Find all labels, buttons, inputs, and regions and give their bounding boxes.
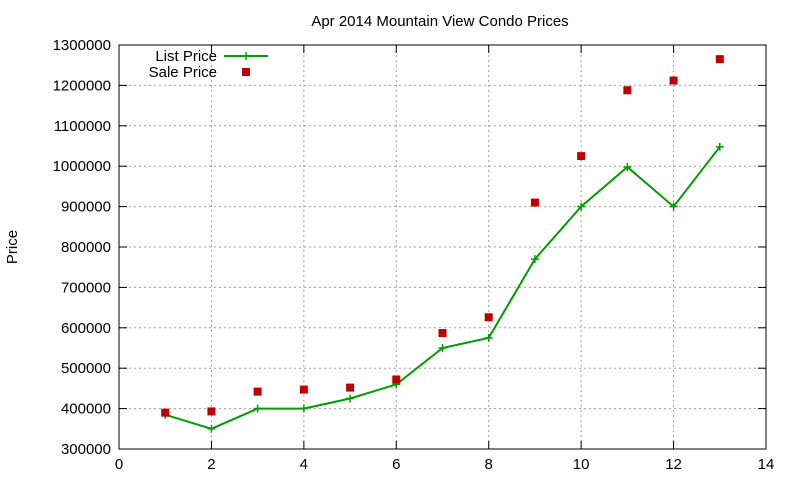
y-axis-label: Price: [4, 230, 21, 264]
legend-label-sale-price: Sale Price: [149, 64, 217, 81]
series-layer: [161, 55, 724, 433]
x-tick-label: 2: [207, 456, 215, 473]
list-price-point: [299, 404, 308, 413]
sale-price-point: [623, 86, 632, 95]
list-price-point: [207, 424, 216, 433]
list-price-point: [623, 163, 632, 172]
series-line-list-price: [164, 146, 721, 430]
sale-price-point: [669, 76, 678, 85]
list-price-point: [715, 142, 724, 151]
x-tick-label: 0: [115, 456, 123, 473]
x-tick-label: 14: [758, 456, 775, 473]
plot-frame: [118, 44, 767, 450]
list-price-point: [669, 202, 678, 211]
sale-price-point: [299, 385, 308, 394]
sale-price-point: [484, 313, 493, 322]
sale-price-point: [161, 408, 170, 417]
y-tick-label: 1000000: [53, 158, 111, 175]
chart-title: Apr 2014 Mountain View Condo Prices: [311, 13, 568, 30]
y-tick-label: 1100000: [54, 118, 111, 135]
y-tick-label: 800000: [61, 239, 111, 256]
list-price-point: [346, 394, 355, 403]
sale-price-point: [438, 329, 447, 338]
sale-price-point: [577, 152, 586, 161]
y-tick-label: 600000: [61, 320, 111, 337]
list-price-point: [530, 255, 539, 264]
sale-price-point: [715, 55, 724, 64]
list-price-point: [438, 344, 447, 352]
sale-price-point: [530, 198, 539, 207]
x-tick-label: 4: [300, 456, 308, 473]
axis-ticks: 300000 400000 500000 600000 700000 800000 9000…: [53, 37, 775, 473]
legend-swatch-sale-price: [242, 68, 250, 76]
y-tick-label: 500000: [61, 360, 111, 377]
y-tick-label: 700000: [61, 279, 111, 296]
list-price-point: [577, 202, 586, 211]
y-tick-label: 400000: [61, 401, 111, 418]
sale-price-point: [392, 375, 401, 384]
grid: [119, 45, 766, 449]
x-tick-label: 10: [573, 456, 590, 473]
sale-price-point: [253, 387, 262, 396]
y-tick-label: 1300000: [53, 37, 111, 54]
sale-price-point: [207, 407, 216, 416]
legend-label-list-price: List Price: [155, 48, 217, 65]
legend: List Price Sale Price: [149, 48, 268, 81]
y-tick-label: 300000: [61, 441, 111, 458]
list-price-point: [484, 333, 493, 342]
y-tick-label: 1200000: [53, 77, 111, 94]
x-tick-label: 6: [392, 456, 400, 473]
sale-price-point: [346, 383, 355, 392]
y-tick-label: 900000: [61, 199, 111, 216]
x-tick-label: 8: [485, 456, 493, 473]
list-price-point: [253, 404, 262, 413]
x-tick-label: 12: [665, 456, 682, 473]
